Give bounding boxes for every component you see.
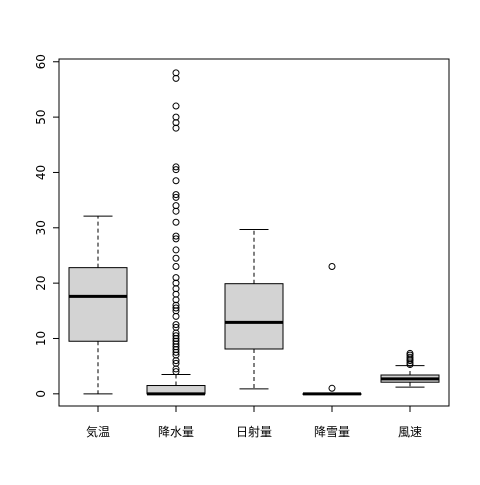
outlier-point (172, 166, 180, 174)
outlier-point (172, 274, 180, 282)
outlier-point (172, 177, 180, 185)
x-tick-label: 風速 (398, 425, 422, 439)
outlier-point (172, 193, 180, 201)
outlier-point (172, 235, 180, 243)
y-tick-label: 30 (34, 220, 48, 235)
outlier-point (172, 246, 180, 254)
outlier-point (172, 368, 180, 376)
outlier-point (172, 323, 180, 331)
outlier-point (172, 218, 180, 226)
outlier-point (172, 254, 180, 262)
outlier-point (172, 332, 180, 340)
outlier-point (172, 321, 180, 329)
y-axis: 0 10 20 30 40 50 60 (34, 54, 60, 398)
y-tick-label: 20 (34, 275, 48, 290)
x-axis: 気温 降水量 日射量 降雪量 風速 (86, 405, 422, 439)
outlier-point (328, 263, 336, 271)
y-tick-label: 10 (34, 331, 48, 346)
x-tick-label: 降雪量 (314, 425, 350, 439)
outlier-point (328, 384, 336, 392)
box-group (224, 228, 284, 390)
outlier-point (172, 263, 180, 271)
x-tick-label: 日射量 (236, 424, 272, 439)
x-tick-label: 降水量 (158, 425, 194, 439)
x-tick-label: 気温 (86, 424, 110, 439)
plot-layer (68, 69, 440, 396)
outlier-point (172, 69, 180, 77)
y-tick-label: 0 (34, 390, 48, 398)
outlier-point (172, 191, 180, 199)
outlier-point (172, 232, 180, 240)
y-tick-label: 50 (34, 109, 48, 124)
outlier-point (172, 359, 180, 367)
box-group (146, 69, 206, 396)
y-tick-label: 60 (34, 54, 48, 69)
box-group (68, 215, 128, 395)
outlier-point (172, 113, 180, 121)
outlier-point (406, 349, 414, 357)
iqr-box (224, 283, 284, 350)
outlier-point (172, 102, 180, 110)
box-group (380, 349, 440, 388)
outlier-point (406, 353, 414, 361)
outlier-point (172, 163, 180, 171)
box-group (302, 263, 362, 396)
y-tick-label: 40 (34, 165, 48, 180)
iqr-box (68, 267, 128, 342)
outlier-point (172, 304, 180, 312)
outlier-point (172, 202, 180, 210)
